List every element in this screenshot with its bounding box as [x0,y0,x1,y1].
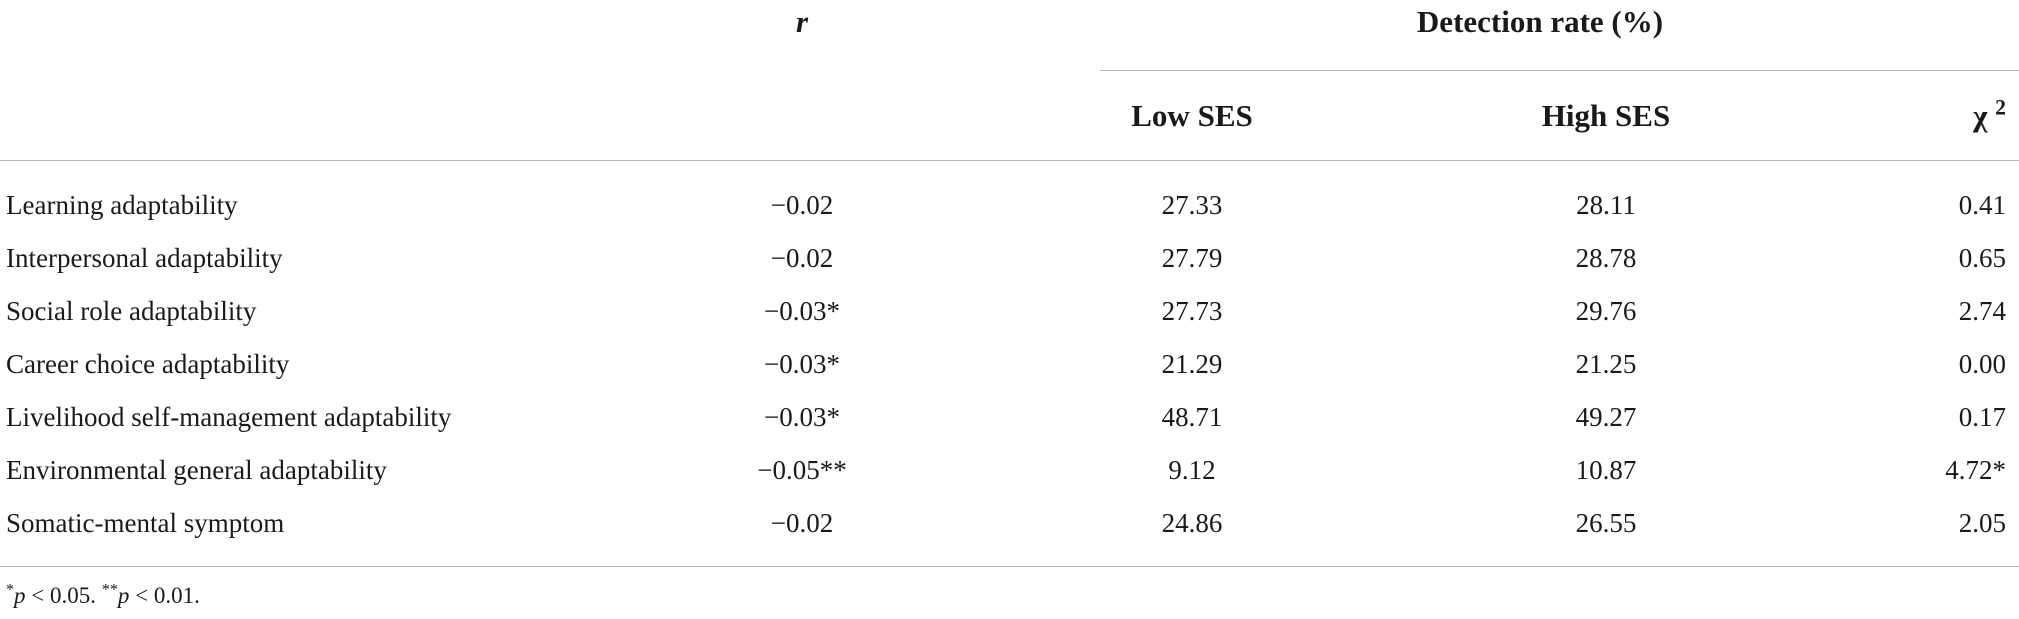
chi-superscript: 2 [1995,95,2006,120]
footnote: *p < 0.05. **p < 0.01. [6,581,200,609]
row-chi-square: 4.72* [1945,455,2006,485]
row-r: −0.02 [770,190,834,220]
row-label: Interpersonal adaptability [6,243,283,273]
row-r: −0.05** [757,455,847,485]
table-bottom-rule [0,566,2019,567]
row-label: Social role adaptability [6,296,257,326]
row-r: −0.03* [764,349,840,379]
row-chi-square: 0.65 [1958,243,2006,273]
row-r: −0.03* [764,402,840,432]
header-group-rule [1100,70,2019,71]
row-high-ses: 26.55 [1575,508,1637,538]
row-low-ses: 27.79 [1161,243,1223,273]
row-high-ses: 21.25 [1575,349,1637,379]
footnote-text-1: < 0.05. [25,583,102,608]
row-label: Somatic-mental symptom [6,508,285,538]
footnote-star-2: ** [101,581,118,599]
row-chi-square: 0.00 [1958,349,2006,379]
row-chi-square: 0.41 [1958,190,2006,220]
row-high-ses: 49.27 [1575,402,1637,432]
header-low-ses: Low SES [1131,98,1253,133]
footnote-p-2: p [117,583,130,608]
header-r: r [795,4,809,39]
header-bottom-rule [0,160,2019,161]
chi-symbol: χ [1973,98,1988,133]
row-r: −0.03* [764,296,840,326]
header-detection-rate: Detection rate (%) [1416,4,1664,39]
row-label: Learning adaptability [6,190,238,220]
row-r: −0.02 [770,508,834,538]
row-high-ses: 29.76 [1575,296,1637,326]
row-high-ses: 10.87 [1575,455,1637,485]
row-low-ses: 27.33 [1161,190,1223,220]
row-high-ses: 28.11 [1576,190,1636,220]
footnote-p-1: p [14,583,26,608]
row-label: Livelihood self-management adaptability [6,402,452,432]
row-high-ses: 28.78 [1575,243,1637,273]
row-low-ses: 21.29 [1161,349,1223,379]
row-low-ses: 27.73 [1161,296,1223,326]
row-low-ses: 48.71 [1161,402,1223,432]
row-r: −0.02 [770,243,834,273]
row-label: Environmental general adaptability [6,455,387,485]
row-chi-square: 2.74 [1958,296,2006,326]
header-high-ses: High SES [1541,98,1671,133]
row-chi-square: 2.05 [1958,508,2006,538]
row-low-ses: 9.12 [1168,455,1216,485]
row-chi-square: 0.17 [1958,402,2006,432]
header-chi-square: χ 2 [1973,95,2006,134]
row-low-ses: 24.86 [1161,508,1223,538]
footnote-star-1: * [6,581,15,599]
row-label: Career choice adaptability [6,349,290,379]
footnote-text-2: < 0.01. [129,583,200,608]
